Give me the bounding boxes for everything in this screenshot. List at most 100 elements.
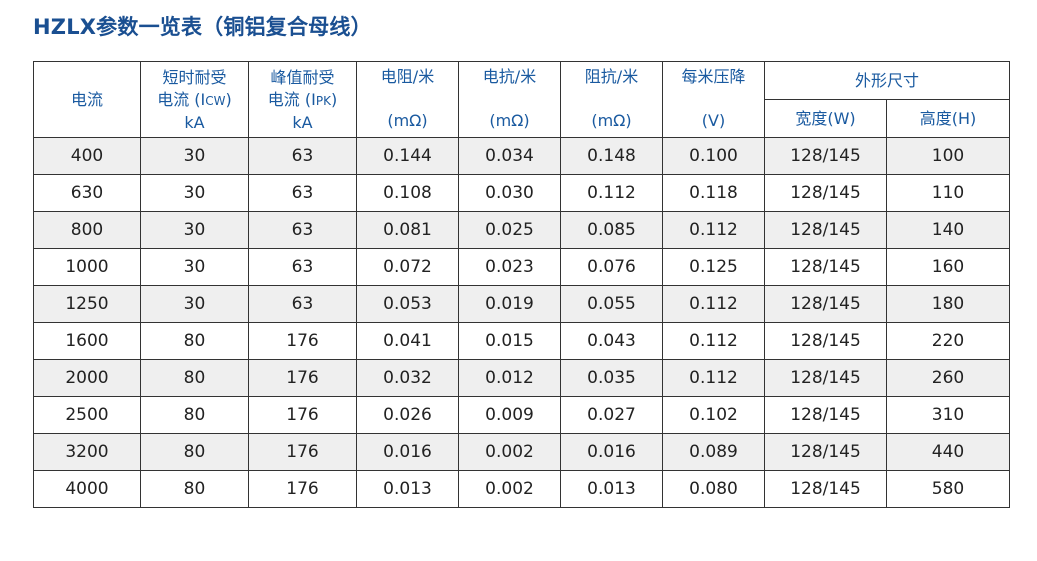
- cell-height: 160: [885, 248, 1011, 286]
- cell-reactance: 0.002: [458, 470, 561, 508]
- cell-ipk: 63: [248, 174, 357, 212]
- table-row: 1250 30 63 0.053 0.019 0.055 0.112 128/145 180: [33, 285, 1011, 323]
- cell-width: 128/145: [764, 174, 887, 212]
- cell-current: 2500: [33, 396, 141, 434]
- cell-impedance: 0.035: [560, 359, 663, 397]
- cell-impedance: 0.112: [560, 174, 663, 212]
- table-row: 2000 80 176 0.032 0.012 0.035 0.112 128/145 260: [33, 359, 1011, 397]
- table-row: 800 30 63 0.081 0.025 0.085 0.112 128/145 140: [33, 211, 1011, 249]
- cell-height: 180: [885, 285, 1011, 323]
- cell-width: 128/145: [764, 359, 887, 397]
- cell-height: 140: [885, 211, 1011, 249]
- cell-height: 220: [885, 322, 1011, 360]
- cell-ipk: 176: [248, 322, 357, 360]
- header-width: 宽度(W): [764, 99, 887, 138]
- cell-resistance: 0.072: [356, 248, 459, 286]
- cell-current: 1250: [33, 285, 141, 323]
- cell-current: 630: [33, 174, 141, 212]
- cell-voltage-drop: 0.112: [662, 359, 765, 397]
- cell-impedance: 0.085: [560, 211, 663, 249]
- cell-width: 128/145: [764, 396, 887, 434]
- header-peak-line2: 电流 (IPK): [267, 89, 338, 109]
- cell-ipk: 176: [248, 359, 357, 397]
- cell-voltage-drop: 0.112: [662, 322, 765, 360]
- cell-current: 800: [33, 211, 141, 249]
- cell-height: 580: [885, 470, 1011, 508]
- cell-height: 100: [885, 137, 1011, 175]
- header-resistance: 电阻/米 (mΩ): [356, 61, 459, 138]
- cell-voltage-drop: 0.080: [662, 470, 765, 508]
- cell-ipk: 176: [248, 433, 357, 471]
- cell-impedance: 0.027: [560, 396, 663, 434]
- cell-icw: 30: [140, 174, 249, 212]
- cell-impedance: 0.148: [560, 137, 663, 175]
- cell-icw: 30: [140, 248, 249, 286]
- header-short-time-line2: 电流 (ICW): [157, 89, 232, 109]
- cell-icw: 80: [140, 433, 249, 471]
- cell-impedance: 0.076: [560, 248, 663, 286]
- cell-voltage-drop: 0.089: [662, 433, 765, 471]
- cell-icw: 30: [140, 211, 249, 249]
- header-short-time-current: 短时耐受 电流 (ICW) kA: [140, 61, 249, 138]
- cell-width: 128/145: [764, 433, 887, 471]
- cell-voltage-drop: 0.112: [662, 211, 765, 249]
- header-short-time-line1: 短时耐受: [162, 67, 227, 87]
- cell-icw: 80: [140, 396, 249, 434]
- header-peak-unit: kA: [292, 112, 313, 132]
- cell-ipk: 63: [248, 248, 357, 286]
- cell-reactance: 0.023: [458, 248, 561, 286]
- header-short-time-unit: kA: [184, 112, 205, 132]
- cell-impedance: 0.013: [560, 470, 663, 508]
- cell-ipk: 63: [248, 137, 357, 175]
- cell-height: 260: [885, 359, 1011, 397]
- table-row: 4000 80 176 0.013 0.002 0.013 0.080 128/145 580: [33, 470, 1011, 508]
- cell-reactance: 0.030: [458, 174, 561, 212]
- cell-resistance: 0.108: [356, 174, 459, 212]
- cell-resistance: 0.144: [356, 137, 459, 175]
- parameter-table: 电流 短时耐受 电流 (ICW) kA 峰值耐受 电流 (IPK) kA 电阻/…: [33, 61, 1011, 508]
- cell-impedance: 0.043: [560, 322, 663, 360]
- cell-resistance: 0.013: [356, 470, 459, 508]
- cell-impedance: 0.016: [560, 433, 663, 471]
- cell-icw: 30: [140, 285, 249, 323]
- cell-height: 110: [885, 174, 1011, 212]
- cell-width: 128/145: [764, 470, 887, 508]
- table-row: 2500 80 176 0.026 0.009 0.027 0.102 128/145 310: [33, 396, 1011, 434]
- header-reactance: 电抗/米 (mΩ): [458, 61, 561, 138]
- header-dimensions: 外形尺寸: [763, 61, 1011, 100]
- cell-current: 2000: [33, 359, 141, 397]
- table-row: 630 30 63 0.108 0.030 0.112 0.118 128/145 110: [33, 174, 1011, 212]
- table-row: 1600 80 176 0.041 0.015 0.043 0.112 128/145 220: [33, 322, 1011, 360]
- header-current: 电流: [33, 61, 141, 138]
- cell-reactance: 0.009: [458, 396, 561, 434]
- cell-icw: 30: [140, 137, 249, 175]
- cell-current: 1600: [33, 322, 141, 360]
- cell-icw: 80: [140, 470, 249, 508]
- cell-current: 4000: [33, 470, 141, 508]
- cell-reactance: 0.015: [458, 322, 561, 360]
- cell-width: 128/145: [764, 137, 887, 175]
- table-row: 3200 80 176 0.016 0.002 0.016 0.089 128/145 440: [33, 433, 1011, 471]
- cell-height: 440: [885, 433, 1011, 471]
- cell-resistance: 0.032: [356, 359, 459, 397]
- cell-reactance: 0.025: [458, 211, 561, 249]
- header-voltage-drop: 每米压降 (V): [662, 61, 765, 138]
- cell-resistance: 0.053: [356, 285, 459, 323]
- cell-reactance: 0.019: [458, 285, 561, 323]
- cell-reactance: 0.012: [458, 359, 561, 397]
- cell-reactance: 0.002: [458, 433, 561, 471]
- table-row: 400 30 63 0.144 0.034 0.148 0.100 128/145 100: [33, 137, 1011, 175]
- cell-voltage-drop: 0.100: [662, 137, 765, 175]
- cell-icw: 80: [140, 322, 249, 360]
- cell-width: 128/145: [764, 211, 887, 249]
- cell-current: 1000: [33, 248, 141, 286]
- cell-voltage-drop: 0.118: [662, 174, 765, 212]
- cell-voltage-drop: 0.102: [662, 396, 765, 434]
- cell-ipk: 176: [248, 470, 357, 508]
- cell-icw: 80: [140, 359, 249, 397]
- header-height: 高度(H): [885, 99, 1011, 138]
- cell-impedance: 0.055: [560, 285, 663, 323]
- cell-width: 128/145: [764, 285, 887, 323]
- header-impedance: 阻抗/米 (mΩ): [560, 61, 663, 138]
- table-body: 400 30 63 0.144 0.034 0.148 0.100 128/145 100 630…: [33, 137, 1011, 508]
